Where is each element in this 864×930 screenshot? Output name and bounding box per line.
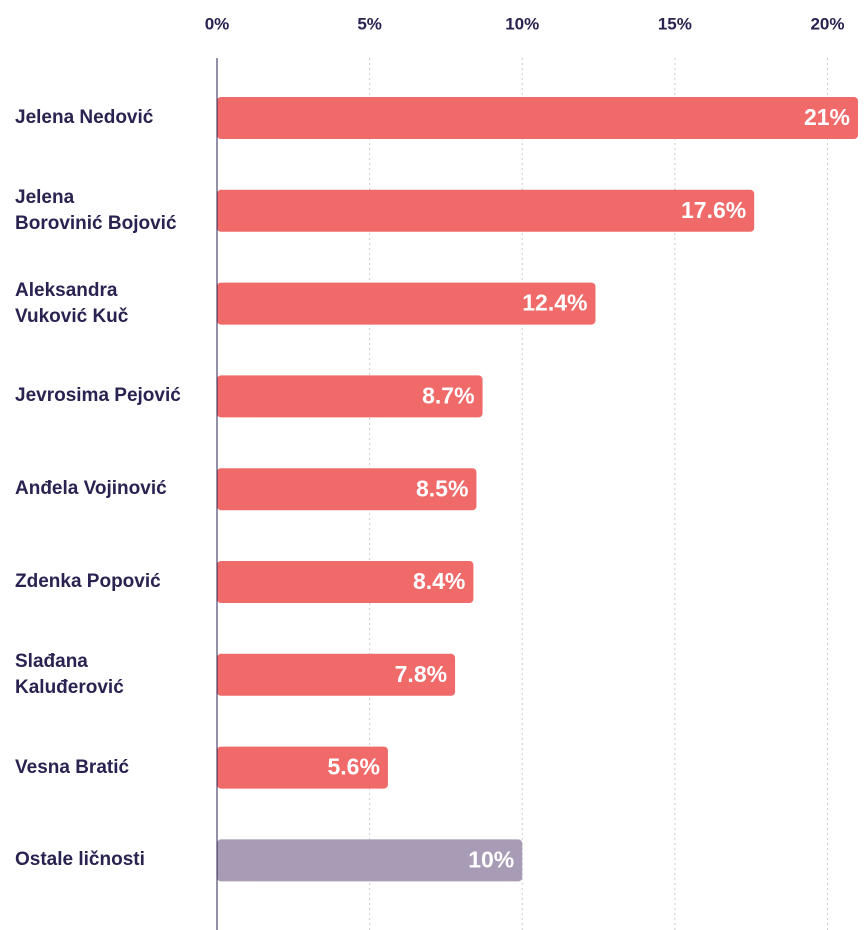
data-label: 12.4% [522,290,587,316]
bar [217,282,596,325]
bar [217,375,483,418]
data-label: 5.6% [327,754,379,780]
bar [217,189,755,232]
category-label: Ostale ličnosti [15,849,145,871]
category-label: Slađana Kaluđerović [15,650,124,698]
bar [217,839,523,882]
category-label: Vesna Bratić [15,756,130,778]
bar [217,468,477,511]
x-tick-label: 10% [505,14,539,33]
category-label: Aleksandra Vuković Kuč [15,279,129,327]
data-label: 8.7% [422,382,474,408]
data-label: 8.4% [413,568,465,594]
data-label: 17.6% [681,197,746,223]
bar [217,653,456,696]
data-label: 10% [468,846,514,872]
data-label: 7.8% [395,661,447,687]
bar [217,97,858,139]
data-label: 21% [804,104,850,130]
x-tick-label: 15% [658,14,692,33]
category-label: Jelena Borovinić Bojović [15,186,177,234]
category-label: Zdenka Popović [15,571,161,592]
x-tick-label: 20% [810,14,844,33]
x-tick-label: 5% [357,14,382,33]
bar [217,746,388,789]
data-label: 8.5% [416,475,468,501]
category-label: Jelena Nedović [15,107,154,128]
category-label: Jevrosima Pejović [15,385,181,407]
bar [217,561,474,603]
x-tick-label: 0% [205,14,230,33]
category-label: Anđela Vojinović [15,478,167,500]
